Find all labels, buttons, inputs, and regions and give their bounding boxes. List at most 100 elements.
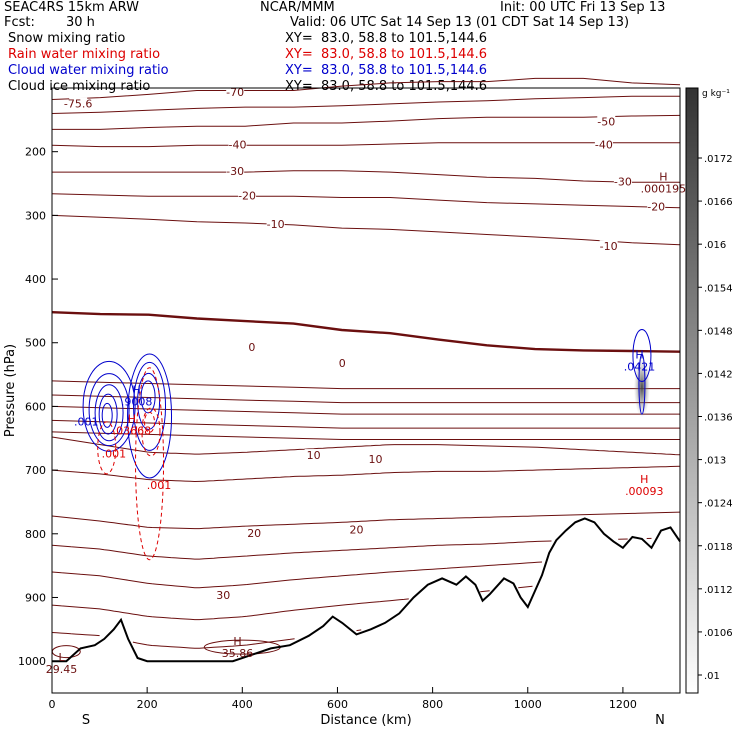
extremum-value: .03668 [113,424,152,437]
isotherm-label: 0 [248,341,255,354]
isotherm-line [51,632,100,637]
isotherm-line [51,142,680,148]
colorbar [685,87,699,694]
isotherm-label-bg [228,138,247,150]
colorbar-tick-label: .0166 [704,197,733,208]
y-tick-label: 400 [25,273,46,286]
cloud-water-contour [140,380,156,414]
cloud-water-contour [98,393,118,435]
isotherm-label-bg [226,165,245,177]
isotherm-label: 20 [349,524,363,537]
isotherm-label: 10 [307,449,321,462]
extremum-marker: L [58,651,65,664]
center-name: NCAR/MMM [260,0,335,15]
x-tick-label: 1000 [514,698,542,711]
extremum-value: .9008 [121,396,153,409]
isotherm-label: -10 [267,218,285,231]
init-time: Init: 00 UTC Fri 13 Sep 13 [500,0,666,15]
isotherm-label: 10 [369,453,383,466]
x-tick-label: 400 [232,698,253,711]
model-name: SEAC4RS 15km ARW [4,0,140,15]
cloud-water-contour [133,361,167,451]
isotherm-label-bg [597,115,616,127]
rain-water-contour [141,407,161,457]
colorbar-tick-label: .0172 [704,154,733,165]
contour-value-label: .001 [74,416,99,429]
cloud-water-contour [638,353,646,415]
y-tick-label: 600 [25,400,46,413]
isotherm-line [356,629,362,632]
isotherm-label-bg [69,97,88,109]
field-xy-cloud-water: XY= 83.0, 58.8 to 101.5,144.6 [285,63,488,78]
isotherm-label-bg [594,138,613,150]
cloud-water-contour [101,402,113,428]
isotherm-line [51,77,681,100]
x-tick-label: 200 [137,698,158,711]
cloud-water-contour [632,328,652,382]
colorbar-tick-label: .0148 [704,326,733,337]
cloud-water-contour [82,360,136,452]
y-tick-label: 300 [25,209,46,222]
isotherm-label: -10 [600,240,618,253]
terrain-line [52,517,681,663]
isotherm-line [51,394,680,404]
isotherm-label: -20 [647,201,665,214]
field-name-cloud-ice: Cloud ice mixing ratio [8,79,151,94]
y-tick-label: 700 [25,464,46,477]
isotherm-label: -20 [238,189,256,202]
rain-water-contour [144,411,156,433]
y-tick-label: 1000 [18,655,46,668]
extremum-marker: H [133,384,141,397]
field-name-rain: Rain water mixing ratio [8,47,161,62]
cloud-water-contour [94,384,124,442]
forecast-hours: 30 h [66,15,95,30]
isotherm-line [51,561,543,589]
isotherm-label: 20 [247,527,261,540]
isotherm-label: 30 [216,589,230,602]
field-name-snow: Snow mixing ratio [8,31,126,46]
colorbar-tick-label: .01 [704,671,720,682]
isotherm-label-bg [242,340,261,352]
cloud-ice-shading [633,357,650,418]
isotherm-label-bg [266,217,285,229]
isotherm-line [51,511,681,530]
isotherm-label: -70 [226,86,244,99]
cloud-water-contour [88,373,130,447]
extremum-marker: H [640,473,648,486]
isotherm-line [52,114,681,130]
extremum-value: .000195 [641,182,687,195]
isotherm-line [51,436,681,456]
field-name-cloud-water: Cloud water mixing ratio [8,63,169,78]
isotherm-line [51,431,680,440]
contour-value-label: .001 [102,447,127,460]
isotherm-line [51,598,409,621]
field-xy-rain: XY= 83.0, 58.8 to 101.5,144.6 [285,47,488,62]
isotherm-line [51,311,681,353]
colorbar-tick-label: .013 [704,456,726,467]
x-tick-label: 1200 [609,698,637,711]
isotherm-label-bg [613,175,632,187]
cloud-water-contour [137,372,161,430]
right-end-label: N [655,713,665,728]
contour-value-label: .001 [147,479,172,492]
isotherm-line [52,170,680,183]
isotherm-label: -50 [597,115,615,128]
y-tick-label: 900 [25,591,46,604]
colorbar-tick-label: .0136 [704,413,733,424]
isotherm-label: -30 [614,175,632,188]
cloud-water-contour [127,353,173,479]
isotherm-label: 0 [339,357,346,370]
isotherm-label-bg [245,526,264,538]
isotherm-line [51,465,681,483]
x-tick-label: 0 [49,698,56,711]
isotherm-label-bg [304,449,323,461]
isotherm-label-bg [333,356,352,368]
isotherm-label-bg [647,200,666,212]
isotherm-label-bg [599,240,618,252]
isotherm-label: -30 [226,165,244,178]
extremum-value: .0421 [624,361,656,374]
isotherm-line [51,419,680,429]
isotherm-label-bg [214,589,233,601]
isotherm-line [51,405,680,415]
isotherm-label: -40 [229,138,247,151]
